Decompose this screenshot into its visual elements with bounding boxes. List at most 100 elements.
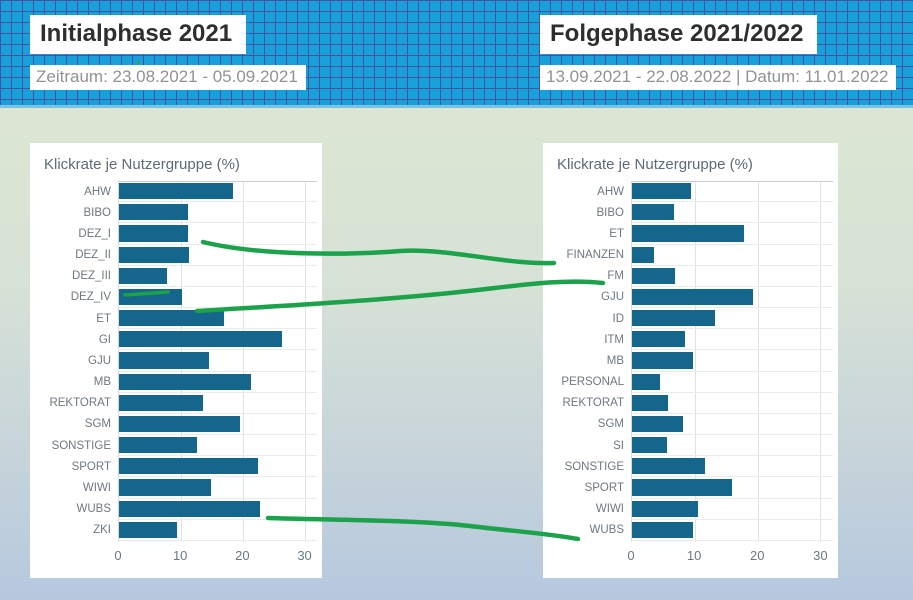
chart-row: GI	[30, 329, 317, 351]
bar-track	[118, 350, 317, 372]
bar[interactable]	[119, 183, 233, 200]
bar[interactable]	[119, 246, 189, 263]
chart-body: AHW BIBO DEZ_I DEZ_II DEZ_III DEZ_IV ET GI GJU MB…	[30, 181, 317, 571]
bar[interactable]	[119, 394, 203, 411]
bar[interactable]	[632, 415, 684, 433]
x-tick-label: 20	[235, 548, 250, 563]
category-label: SPORT	[584, 481, 624, 494]
bar-chart: AHW BIBO ET FINANZEN FM GJU ID ITM MB PERSONAL REK…	[543, 181, 833, 541]
bar-track	[118, 181, 317, 203]
bar[interactable]	[632, 310, 715, 327]
bar-track	[631, 329, 833, 351]
x-tick-label: 10	[686, 548, 702, 563]
bar-track	[631, 499, 833, 520]
bar[interactable]	[119, 458, 259, 475]
chart-row: WIWI	[543, 499, 833, 520]
bar[interactable]	[119, 479, 212, 496]
bar[interactable]	[119, 310, 225, 327]
bar[interactable]	[119, 204, 189, 221]
header-banner: Initialphase 2021 Zeitraum: 23.08.2021 -…	[0, 0, 913, 108]
chart-row: GJU	[30, 350, 317, 372]
bar[interactable]	[632, 225, 745, 242]
bar[interactable]	[632, 394, 668, 411]
bar[interactable]	[632, 288, 754, 306]
chart-row: REKTORAT	[543, 393, 833, 414]
category-label: WUBS	[589, 524, 625, 537]
bar[interactable]	[119, 521, 178, 538]
chart-row: GJU	[543, 287, 833, 309]
bar-track	[118, 308, 317, 330]
header-left-group: Initialphase 2021 Zeitraum: 23.08.2021 -…	[30, 15, 306, 90]
bar-track	[631, 181, 833, 203]
bar[interactable]	[119, 267, 167, 284]
bar[interactable]	[119, 288, 183, 306]
bar[interactable]	[632, 246, 655, 263]
bar-track	[118, 477, 317, 499]
bar[interactable]	[632, 204, 674, 221]
bar[interactable]	[632, 500, 699, 517]
category-label: REKTORAT	[562, 397, 624, 410]
x-axis-ticks: 0 10 20 30	[627, 541, 833, 571]
category-label: DEZ_II	[75, 249, 111, 262]
phase1-title: Initialphase 2021	[30, 15, 247, 54]
x-tick-label: 0	[627, 548, 635, 563]
chart-card-initialphase: Klickrate je Nutzergruppe (%) AHW BIBO DEZ…	[30, 143, 322, 578]
bar[interactable]	[632, 437, 667, 454]
chart-row: AHW	[30, 181, 317, 203]
bar-track	[631, 287, 833, 309]
category-label: SONSTIGE	[51, 439, 111, 452]
phase2-title: Folgephase 2021/2022	[540, 15, 818, 54]
bar[interactable]	[632, 458, 705, 475]
x-tick-label: 30	[813, 548, 828, 563]
category-label: WIWI	[82, 481, 111, 494]
chart-row: SPORT	[543, 477, 833, 499]
bar[interactable]	[119, 352, 209, 369]
bar[interactable]	[119, 331, 282, 348]
bar-track	[631, 520, 833, 541]
bar-track	[631, 202, 833, 224]
category-label: DEZ_IV	[70, 291, 111, 304]
bar-track	[118, 393, 317, 414]
chart-row: REKTORAT	[30, 393, 317, 414]
chart-row: SONSTIGE	[543, 456, 833, 478]
bar-track	[118, 456, 317, 478]
category-label: GJU	[88, 354, 111, 367]
category-label: PERSONAL	[561, 376, 624, 389]
bar-track	[631, 456, 833, 478]
category-label: MB	[606, 354, 624, 367]
chart-row: SGM	[543, 414, 833, 436]
bar[interactable]	[119, 415, 240, 433]
bar[interactable]	[632, 267, 675, 284]
header-right-group: Folgephase 2021/2022 13.09.2021 - 22.08.…	[540, 15, 897, 90]
chart-row: PERSONAL	[543, 372, 833, 393]
bar-track	[118, 372, 317, 393]
category-label: SGM	[84, 418, 111, 431]
chart-row: WUBS	[30, 499, 317, 520]
category-label: ET	[609, 227, 624, 240]
bar-track	[631, 435, 833, 457]
bar[interactable]	[632, 183, 692, 200]
bar-track	[631, 245, 833, 266]
category-label: AHW	[84, 185, 111, 198]
chart-row: AHW	[543, 181, 833, 203]
bar[interactable]	[632, 373, 660, 390]
chart-body: AHW BIBO ET FINANZEN FM GJU ID ITM MB PERSONAL REK…	[543, 181, 833, 571]
bar[interactable]	[632, 352, 693, 369]
bar[interactable]	[119, 500, 261, 517]
bar[interactable]	[632, 521, 694, 538]
content-area: Klickrate je Nutzergruppe (%) AHW BIBO DEZ…	[0, 108, 913, 600]
bar[interactable]	[119, 225, 189, 242]
phase1-period: Zeitraum: 23.08.2021 - 05.09.2021	[30, 64, 306, 90]
bar-track	[118, 329, 317, 351]
bar[interactable]	[119, 373, 252, 390]
chart-row: BIBO	[543, 202, 833, 224]
category-label: GI	[98, 333, 111, 346]
chart-row: FINANZEN	[543, 245, 833, 266]
bar[interactable]	[632, 331, 686, 348]
bar[interactable]	[119, 437, 198, 454]
chart-row: MB	[543, 350, 833, 372]
chart-row: SI	[543, 435, 833, 457]
chart-row: WIWI	[30, 477, 317, 499]
bar-track	[118, 499, 317, 520]
bar[interactable]	[632, 479, 732, 496]
